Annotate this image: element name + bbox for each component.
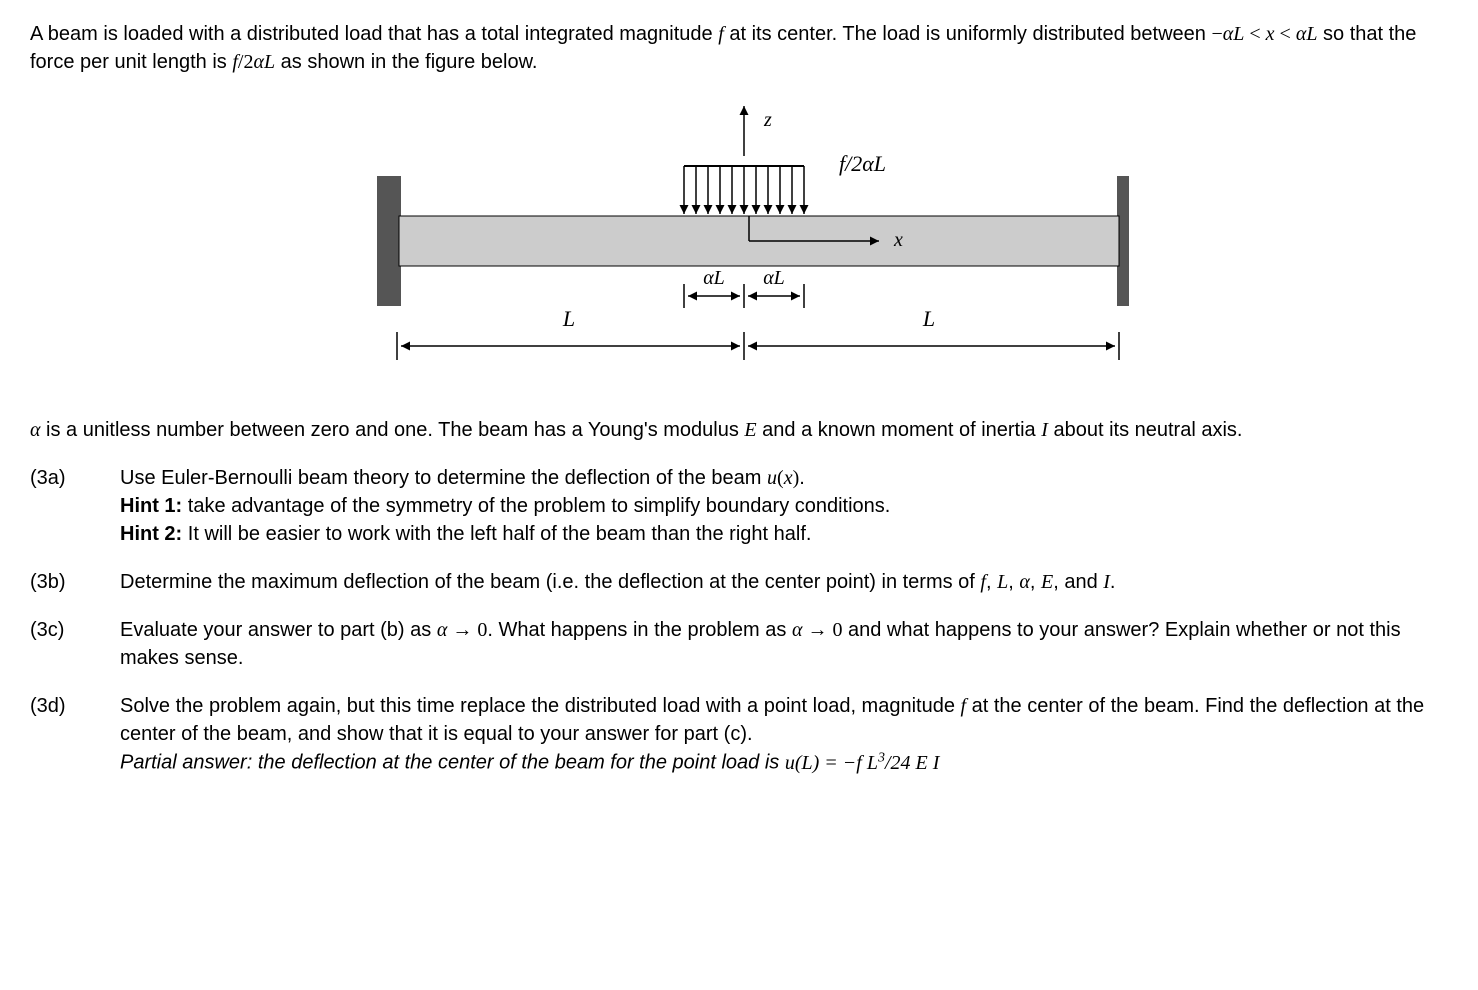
beam-figure: f/2αL z x αL αL L L [30, 96, 1448, 386]
hint2-text: It will be easier to work with the left … [182, 523, 811, 545]
question-3b: (3b) Determine the maximum deflection of… [30, 568, 1448, 596]
q3b-and: , and [1053, 571, 1103, 593]
q3a-hint1: Hint 1: take advantage of the symmetry o… [120, 492, 1448, 520]
beam-diagram: f/2αL z x αL αL L L [349, 96, 1129, 386]
force-expr: f/2αL [232, 51, 275, 73]
body-3b: Determine the maximum deflection of the … [120, 568, 1448, 596]
question-3d: (3d) Solve the problem again, but this t… [30, 692, 1448, 777]
post-figure-text: α is a unitless number between zero and … [30, 416, 1448, 444]
range-expr: −αL < x < αL [1211, 23, 1317, 45]
question-3a: (3a) Use Euler-Bernoulli beam theory to … [30, 464, 1448, 548]
hint2-label: Hint 2: [120, 523, 182, 545]
q3d-partial-expr: u(L) = −f L3/24 E I [785, 752, 940, 774]
pf-text-3: about its neutral axis. [1048, 419, 1243, 441]
q3a-line1: Use Euler-Bernoulli beam theory to deter… [120, 464, 1448, 492]
q3c-lim1: α → 0 [437, 619, 488, 641]
q3c-lim2: α → 0 [792, 619, 843, 641]
label-3c: (3c) [30, 616, 120, 672]
body-3c: Evaluate your answer to part (b) as α → … [120, 616, 1448, 672]
svg-text:z: z [763, 109, 772, 131]
intro-text-2: at its center. The load is uniformly dis… [724, 23, 1212, 45]
intro-text-1: A beam is loaded with a distributed load… [30, 23, 718, 45]
q3b-post: . [1110, 571, 1116, 593]
body-3d: Solve the problem again, but this time r… [120, 692, 1448, 777]
q3b-I: I [1103, 571, 1110, 593]
var-alpha: α [30, 419, 41, 441]
intro-text-4: as shown in the figure below. [275, 51, 537, 73]
q3a-expr: u(x) [767, 467, 799, 489]
problem-intro: A beam is loaded with a distributed load… [30, 20, 1448, 76]
svg-text:αL: αL [763, 267, 785, 289]
q3d-partial: Partial answer: the deflection at the ce… [120, 748, 1448, 777]
hint1-label: Hint 1: [120, 495, 182, 517]
q3a-post: . [799, 467, 805, 489]
q3a-hint2: Hint 2: It will be easier to work with t… [120, 520, 1448, 548]
q3c-mid: . What happens in the problem as [487, 619, 792, 641]
pf-text-2: and a known moment of inertia [757, 419, 1042, 441]
q3c-pre: Evaluate your answer to part (b) as [120, 619, 437, 641]
q3d-main: Solve the problem again, but this time r… [120, 692, 1448, 748]
label-3b: (3b) [30, 568, 120, 596]
q3d-partial-pre: Partial answer: the deflection at the ce… [120, 752, 785, 774]
question-3c: (3c) Evaluate your answer to part (b) as… [30, 616, 1448, 672]
body-3a: Use Euler-Bernoulli beam theory to deter… [120, 464, 1448, 548]
pf-text-1: is a unitless number between zero and on… [41, 419, 745, 441]
svg-text:L: L [922, 306, 935, 331]
svg-text:f/2αL: f/2αL [839, 151, 886, 176]
q3b-pre: Determine the maximum deflection of the … [120, 571, 980, 593]
q3d-pre: Solve the problem again, but this time r… [120, 695, 961, 717]
q3b-vars: f [980, 571, 986, 593]
svg-text:L: L [562, 306, 575, 331]
label-3a: (3a) [30, 464, 120, 548]
svg-text:αL: αL [703, 267, 725, 289]
var-I: I [1041, 419, 1048, 441]
hint1-text: take advantage of the symmetry of the pr… [182, 495, 890, 517]
label-3d: (3d) [30, 692, 120, 777]
var-E: E [744, 419, 756, 441]
svg-text:x: x [893, 229, 903, 251]
q3a-pre: Use Euler-Bernoulli beam theory to deter… [120, 467, 767, 489]
